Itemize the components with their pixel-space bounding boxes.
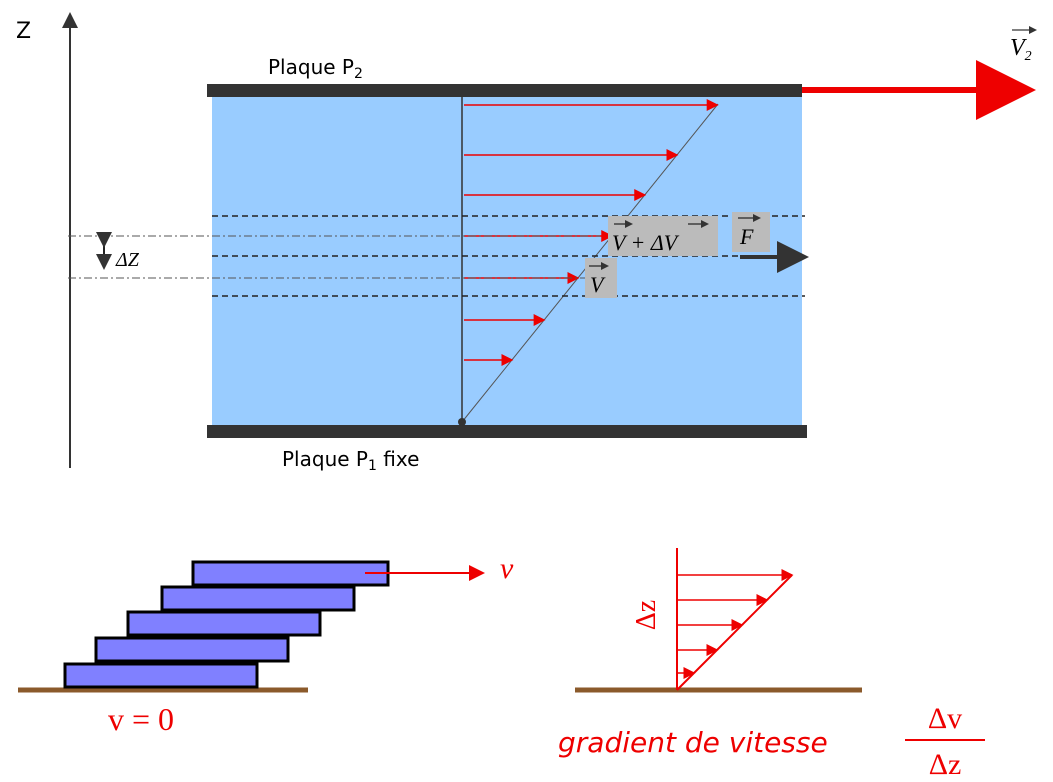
numerator: Δv (928, 702, 962, 735)
velocity-label: v (500, 552, 514, 585)
rest-label: v = 0 (108, 701, 174, 737)
plate-top-label: Plaque P2 (268, 55, 363, 82)
layer-plate (193, 562, 388, 585)
denominator: Δz (929, 748, 962, 781)
plate-bottom-label: Plaque P1 fixe (282, 447, 419, 474)
layer-plate (96, 638, 288, 661)
axis-label: Z (16, 19, 31, 44)
layer-plate (65, 664, 257, 687)
caption: gradient de vitesse (558, 726, 828, 759)
plate-velocity-label: V2 (1010, 35, 1032, 64)
thickness-label: ΔZ (115, 249, 140, 271)
force-label: F (739, 224, 754, 249)
height-label: Δz (631, 600, 662, 630)
fluid (212, 97, 802, 425)
bottom-plate (207, 425, 807, 438)
layer-plate (162, 587, 354, 610)
upper-velocity-label: V + ΔV (612, 230, 680, 255)
origin-point (458, 418, 466, 426)
diagram: Z Plaque P2 Plaque P1 fixe V2 ΔZ V + ΔV … (0, 0, 1053, 782)
profile-line (677, 575, 792, 690)
top-plate (207, 84, 802, 97)
layer-plate (128, 612, 320, 635)
gradient-arrows (677, 575, 792, 673)
